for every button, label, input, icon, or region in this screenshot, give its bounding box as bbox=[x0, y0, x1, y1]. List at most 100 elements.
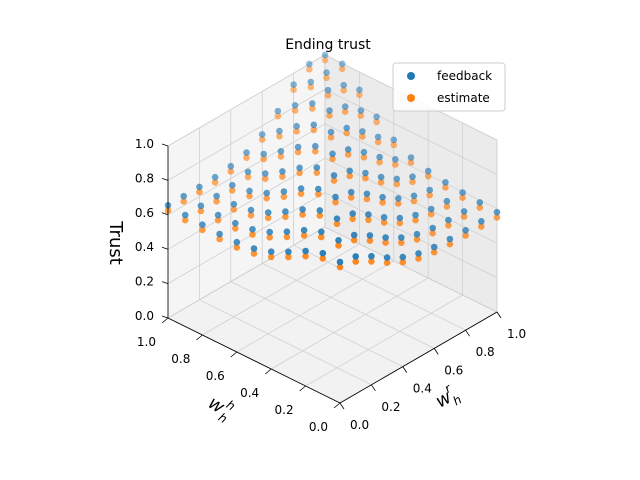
y-tick-label: 0.2 bbox=[275, 403, 294, 417]
feedback-point bbox=[340, 81, 348, 89]
estimate-point bbox=[213, 198, 220, 205]
feedback-point bbox=[332, 193, 339, 201]
feedback-point bbox=[377, 173, 385, 181]
estimate-point bbox=[310, 126, 318, 134]
z-tick bbox=[161, 143, 169, 147]
estimate-point bbox=[297, 190, 305, 197]
estimate-point bbox=[349, 215, 357, 223]
estimate-point bbox=[249, 231, 256, 238]
estimate-point bbox=[333, 220, 341, 228]
feedback-point bbox=[326, 107, 333, 114]
estimate-point bbox=[382, 239, 389, 246]
estimate-point bbox=[407, 159, 415, 166]
x-tick-label: 0.6 bbox=[444, 363, 463, 377]
estimate-point bbox=[276, 133, 283, 140]
legend-label-estimate: estimate bbox=[437, 91, 490, 105]
estimate-point bbox=[352, 258, 360, 265]
x-tick-label: 1.0 bbox=[507, 327, 526, 341]
grid-line bbox=[324, 123, 498, 210]
estimate-point bbox=[243, 154, 250, 161]
estimate-point bbox=[426, 191, 434, 199]
legend-marker-feedback bbox=[407, 72, 415, 80]
feedback-point bbox=[307, 78, 315, 86]
z-axis-label: Trust bbox=[105, 220, 126, 265]
feedback-point bbox=[196, 183, 203, 191]
estimate-point bbox=[267, 253, 275, 261]
estimate-point bbox=[294, 148, 302, 156]
estimate-point bbox=[409, 178, 416, 186]
feedback-point bbox=[382, 234, 389, 241]
feedback-point bbox=[356, 86, 363, 94]
feedback-point bbox=[359, 128, 366, 135]
x-tick-label: 0.0 bbox=[350, 418, 369, 432]
feedback-point bbox=[285, 248, 292, 256]
z-tick-label: 0.2 bbox=[135, 275, 154, 289]
estimate-point bbox=[244, 173, 252, 181]
estimate-point bbox=[211, 179, 219, 186]
estimate-point bbox=[442, 184, 449, 191]
feedback-point bbox=[230, 200, 238, 208]
estimate-point bbox=[180, 198, 187, 205]
feedback-point bbox=[333, 215, 341, 222]
feedback-point bbox=[363, 190, 371, 198]
estimate-point bbox=[399, 258, 407, 266]
z-tick-label: 0.4 bbox=[135, 240, 154, 254]
estimate-point bbox=[359, 133, 366, 140]
feedback-point bbox=[407, 154, 415, 161]
estimate-point bbox=[360, 154, 368, 161]
feedback-point bbox=[395, 195, 402, 202]
feedback-point bbox=[249, 226, 256, 233]
feedback-point bbox=[392, 156, 399, 163]
legend-label-feedback: feedback bbox=[437, 69, 492, 83]
feedback-point bbox=[373, 113, 380, 121]
z-tick-label: 0.8 bbox=[135, 171, 154, 185]
estimate-point bbox=[357, 112, 365, 119]
estimate-point bbox=[280, 193, 288, 200]
estimate-point bbox=[232, 225, 239, 232]
feedback-point bbox=[324, 86, 332, 94]
estimate-point bbox=[227, 168, 235, 175]
legend-box bbox=[392, 62, 506, 112]
estimate-point bbox=[336, 263, 344, 271]
feedback-point bbox=[199, 221, 206, 228]
feedback-point bbox=[374, 133, 382, 141]
estimate-point bbox=[309, 105, 316, 112]
feedback-point bbox=[293, 122, 300, 130]
estimate-point bbox=[319, 255, 327, 262]
feedback-point bbox=[319, 249, 327, 257]
estimate-point bbox=[316, 212, 324, 219]
estimate-point bbox=[362, 174, 369, 182]
estimate-point bbox=[363, 195, 371, 203]
feedback-point bbox=[180, 192, 187, 200]
feedback-point bbox=[344, 146, 352, 153]
feedback-point bbox=[412, 211, 419, 219]
feedback-point bbox=[360, 148, 368, 156]
estimate-point bbox=[246, 192, 253, 200]
estimate-point bbox=[307, 83, 315, 91]
feedback-point bbox=[362, 169, 369, 177]
grid-line bbox=[167, 54, 326, 147]
z-tick bbox=[161, 212, 169, 216]
feedback-point bbox=[460, 208, 468, 215]
feedback-point bbox=[274, 107, 282, 115]
feedback-point bbox=[398, 234, 405, 241]
feedback-point bbox=[313, 164, 321, 171]
feedback-point bbox=[429, 224, 437, 232]
estimate-point bbox=[214, 216, 222, 224]
feedback-point bbox=[338, 60, 346, 68]
estimate-point bbox=[323, 74, 330, 82]
grid-line bbox=[167, 192, 326, 284]
feedback-point bbox=[216, 230, 223, 238]
estimate-point bbox=[299, 211, 306, 218]
y-tick-label: 1.0 bbox=[137, 335, 156, 349]
x-tick bbox=[433, 348, 439, 355]
x-tick-label: 0.2 bbox=[381, 400, 400, 414]
feedback-point bbox=[380, 214, 388, 221]
feedback-point bbox=[327, 128, 335, 136]
feedback-point bbox=[197, 202, 205, 210]
z-tick bbox=[161, 246, 169, 250]
estimate-point bbox=[393, 180, 401, 188]
estimate-point bbox=[306, 66, 313, 73]
feedback-point bbox=[413, 230, 421, 238]
estimate-point bbox=[365, 216, 372, 224]
